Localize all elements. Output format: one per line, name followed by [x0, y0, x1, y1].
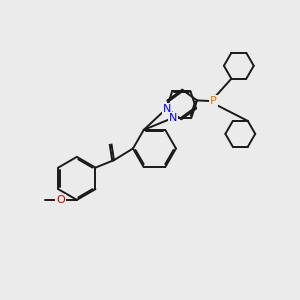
Text: N: N [162, 103, 171, 113]
Text: N: N [169, 113, 177, 123]
Text: P: P [210, 96, 217, 106]
Text: O: O [56, 195, 65, 205]
